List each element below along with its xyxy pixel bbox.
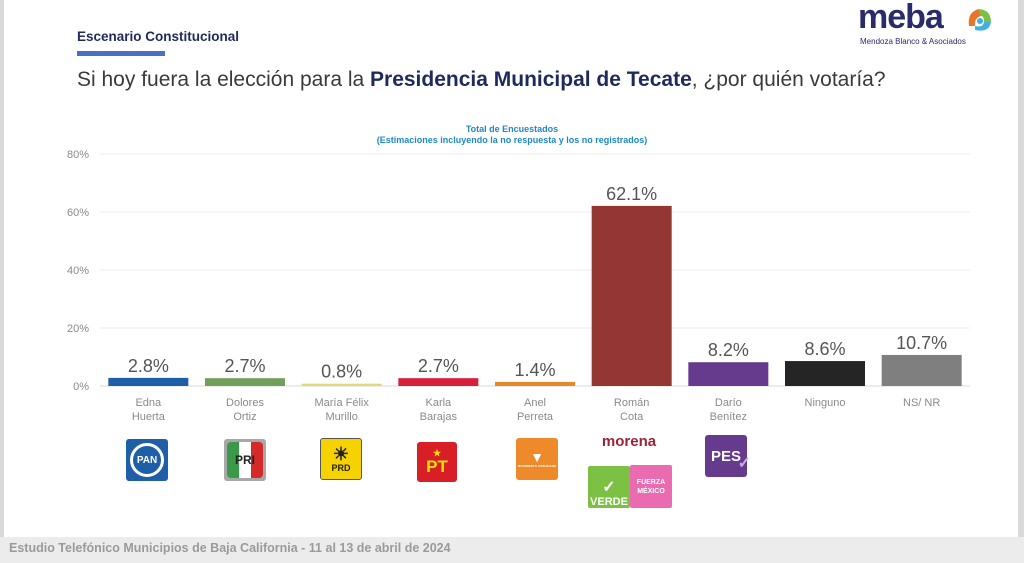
- question-bold: Presidencia Municipal de Tecate: [370, 68, 692, 91]
- x-tick-label: Edna Huerta: [98, 396, 198, 424]
- eagle-icon: ▼: [530, 449, 544, 465]
- bar: [785, 361, 865, 386]
- x-tick-label: Dolores Ortiz: [195, 396, 295, 424]
- data-label: 0.8%: [321, 362, 362, 382]
- pt-logo: ★ PT: [417, 442, 457, 482]
- y-tick-label: 80%: [67, 149, 89, 161]
- section-underline: [77, 51, 165, 56]
- meba-logo: meba Mendoza Blanco & Asociados: [858, 0, 998, 48]
- pri-logo: PRI: [224, 439, 266, 481]
- chart-subtitle: (Estimaciones incluyendo la no respuesta…: [376, 135, 648, 145]
- x-tick-label-line: Ninguno: [804, 397, 846, 409]
- data-label: 62.1%: [606, 184, 657, 204]
- x-tick-label-line: Ortiz: [233, 411, 257, 423]
- pri-label: PRI: [234, 453, 255, 467]
- chart-title: Total de Encuestados: [465, 124, 559, 134]
- x-tick-label-line: Román: [613, 397, 650, 409]
- y-tick-label: 40%: [67, 265, 89, 277]
- verde-label: VERDE: [590, 496, 628, 508]
- data-label: 2.7%: [418, 356, 459, 376]
- x-tick-label-line: Anel: [523, 397, 547, 409]
- x-tick-label-line: Murillo: [325, 411, 358, 423]
- x-tick-label-line: Darío: [714, 397, 742, 409]
- bar: [398, 378, 479, 386]
- x-tick-label: María Félix Murillo: [292, 396, 392, 424]
- x-tick-label-line: Barajas: [419, 411, 457, 423]
- data-label: 8.6%: [804, 339, 845, 359]
- y-tick-label: 20%: [67, 323, 89, 335]
- bar-chart: 0% 20% 40% 60% 80% 2.8% 2.7% 0.8% 2.7% 1.4% 62.1%…: [67, 149, 970, 393]
- bar: [205, 378, 285, 386]
- verde-logo: ✓ VERDE: [588, 466, 630, 508]
- pt-label: PT: [426, 456, 448, 476]
- prd-label: PRD: [331, 463, 351, 473]
- y-tick-label: 0%: [73, 381, 89, 393]
- bar: [591, 205, 672, 386]
- prd-logo: ☀ PRD: [320, 438, 362, 480]
- x-tick-label-line: Perreta: [516, 411, 554, 423]
- data-label: 8.2%: [708, 340, 749, 360]
- fuerza-label: FUERZA MÉXICO: [636, 478, 666, 495]
- x-tick-label: Ninguno: [775, 396, 875, 410]
- question-pre: Si hoy fuera la elección para la: [77, 68, 371, 91]
- sun-icon: ☀: [332, 444, 350, 464]
- x-tick-label-line: Huerta: [131, 411, 165, 423]
- logo-wordmark: meba: [858, 0, 944, 36]
- section-title: Escenario Constitucional: [77, 29, 240, 44]
- x-tick-label: Darío Benítez: [678, 396, 778, 424]
- mc-label: MOVIMIENTO CIUDADANO: [517, 464, 557, 468]
- bar: [108, 377, 189, 386]
- x-tick-label-line: María Félix: [314, 397, 369, 409]
- x-tick-label-line: Cota: [620, 411, 644, 423]
- morena-logo: morena: [601, 433, 657, 450]
- x-tick-label: Karla Barajas: [388, 396, 488, 424]
- data-label: 2.8%: [128, 356, 169, 376]
- data-label: 10.7%: [896, 333, 947, 353]
- question-post: , ¿por quién votaría?: [691, 68, 886, 91]
- x-tick-label-line: Dolores: [226, 397, 264, 409]
- data-label: 2.7%: [224, 356, 265, 376]
- star-icon: ★: [432, 447, 442, 458]
- x-tick-label-line: NS/ NR: [903, 397, 941, 409]
- x-tick-label-line: Karla: [425, 397, 452, 409]
- bar: [495, 381, 575, 386]
- x-tick-label: Román Cota: [582, 396, 682, 424]
- footer-band: [0, 537, 1024, 563]
- x-tick-label: NS/ NR: [872, 396, 972, 410]
- footer-source: Estudio Telefónico Municipios de Baja Ca…: [9, 541, 451, 555]
- x-tick-label-line: Benítez: [709, 411, 747, 423]
- x-tick-label: Anel Perreta: [485, 396, 585, 424]
- logo-subtitle: Mendoza Blanco & Asociados: [860, 37, 966, 46]
- slide: [4, 0, 1018, 537]
- pan-label: PAN: [130, 443, 164, 477]
- data-label: 1.4%: [514, 360, 555, 380]
- x-tick-label-line: Edna: [135, 397, 162, 409]
- check-icon: ✓: [602, 479, 616, 496]
- fuerza-mexico-logo: FUERZA MÉXICO: [630, 465, 672, 508]
- bar: [881, 354, 962, 386]
- pes-logo: PES ✓: [705, 435, 751, 477]
- pes-label: PES: [710, 447, 741, 465]
- check-icon: ✓: [737, 455, 751, 472]
- pan-logo: PAN: [126, 439, 168, 481]
- question-title: Si hoy fuera la elección para la Preside…: [77, 68, 886, 92]
- mc-logo: ▼ MOVIMIENTO CIUDADANO: [516, 438, 558, 480]
- bar: [688, 362, 769, 386]
- bar: [301, 383, 382, 386]
- logo-mark-icon: [968, 9, 991, 31]
- y-tick-label: 60%: [67, 207, 89, 219]
